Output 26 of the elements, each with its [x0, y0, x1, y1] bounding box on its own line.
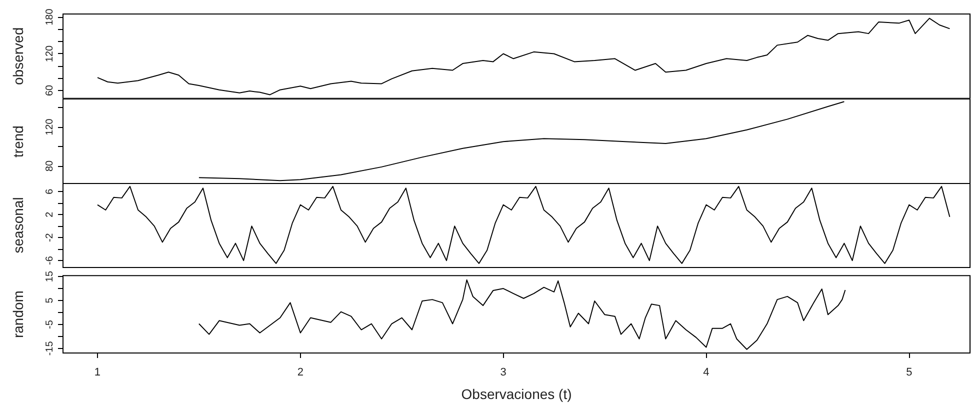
y-tick-label: 2 [44, 211, 56, 218]
y-tick-label: -6 [44, 256, 56, 266]
y-tick-label: 60 [44, 84, 56, 96]
y-tick-label: 6 [44, 188, 56, 194]
x-tick-label: 5 [906, 366, 912, 378]
y-tick-label: -5 [44, 319, 56, 328]
y-axis-title: observed [10, 27, 26, 85]
y-axis-title: random [10, 290, 26, 338]
x-tick-label: 4 [703, 366, 710, 378]
y-tick-label: -2 [44, 232, 56, 242]
y-axis-title: seasonal [10, 197, 26, 254]
x-tick-label: 2 [297, 366, 304, 378]
y-tick-label: 180 [44, 8, 56, 26]
y-axis-title: trend [10, 125, 26, 157]
x-tick-label: 3 [500, 366, 506, 378]
y-tick-label: 15 [44, 270, 56, 282]
line-series [96, 18, 950, 96]
line-series [96, 186, 950, 264]
y-tick-label: 80 [44, 159, 56, 172]
y-tick-label: 120 [44, 44, 56, 62]
y-tick-label: 120 [44, 118, 56, 135]
x-axis-title: Observaciones (t) [461, 386, 572, 402]
y-tick-label: -15 [44, 340, 56, 356]
line-series [198, 278, 846, 350]
x-tick-label: 1 [94, 366, 101, 378]
y-tick-label: 5 [44, 296, 56, 303]
